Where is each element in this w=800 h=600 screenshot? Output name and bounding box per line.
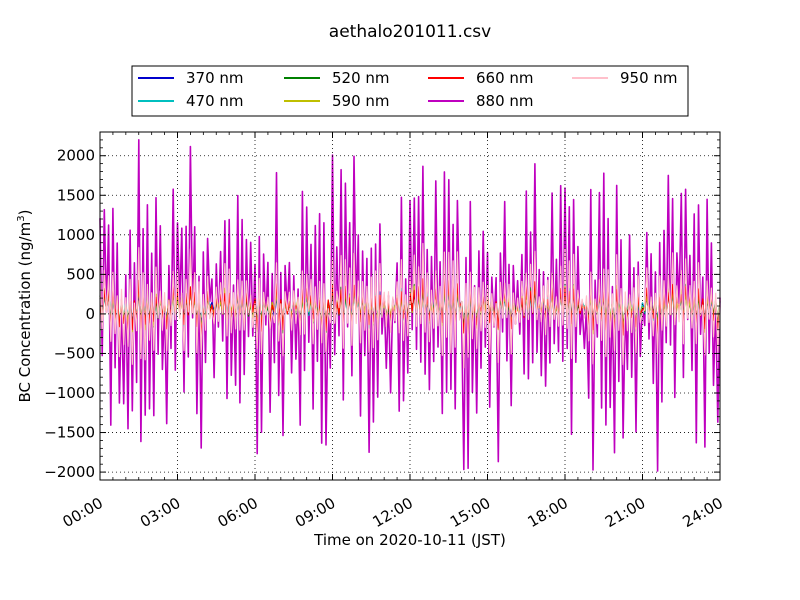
- x-axis-label: Time on 2020-10-11 (JST): [313, 531, 506, 549]
- x-tick-label: 12:00: [370, 494, 416, 531]
- y-axis-label-superscript: 3: [16, 215, 27, 221]
- legend-label: 950 nm: [620, 69, 678, 87]
- legend-label: 370 nm: [186, 69, 244, 87]
- legend-label: 880 nm: [476, 92, 534, 110]
- legend-label: 660 nm: [476, 69, 534, 87]
- y-tick-label: 1000: [57, 226, 95, 244]
- legend-label: 590 nm: [332, 92, 390, 110]
- chart-title: aethalo201011.csv: [329, 22, 491, 42]
- y-tick-label: 2000: [57, 147, 95, 165]
- x-tick-label: 00:00: [60, 494, 106, 531]
- y-axis-label: BC Concentration (ng/m3): [16, 210, 34, 403]
- legend: 370 nm 470 nm 520 nm 590 nm 660 nm 880 nm 950 …: [131, 65, 689, 117]
- y-tick-label: −2000: [44, 463, 95, 481]
- legend-label: 520 nm: [332, 69, 390, 87]
- x-tick-label: 06:00: [215, 494, 261, 531]
- x-tick-label: 24:00: [680, 494, 726, 531]
- x-tick-label: 18:00: [525, 494, 571, 531]
- x-tick-label: 03:00: [137, 494, 183, 531]
- legend-label: 470 nm: [186, 92, 244, 110]
- y-tick-label: 1500: [57, 186, 95, 204]
- legend-box: [131, 65, 689, 117]
- y-tick-label: −1500: [44, 424, 95, 442]
- y-tick-label: −1000: [44, 384, 95, 402]
- y-axis-label-tail: ): [16, 210, 34, 216]
- y-tick-label: −500: [54, 344, 95, 362]
- x-tick-label: 21:00: [602, 494, 648, 531]
- x-tick-label: 09:00: [292, 494, 338, 531]
- x-tick-label: 15:00: [447, 494, 493, 531]
- y-tick-label: 500: [66, 265, 95, 283]
- y-tick-label: 0: [85, 305, 95, 323]
- series-line-950-nm: [99, 242, 721, 369]
- y-axis-label-main: BC Concentration (ng/m: [16, 222, 34, 403]
- plot-area-frame: [99, 131, 721, 481]
